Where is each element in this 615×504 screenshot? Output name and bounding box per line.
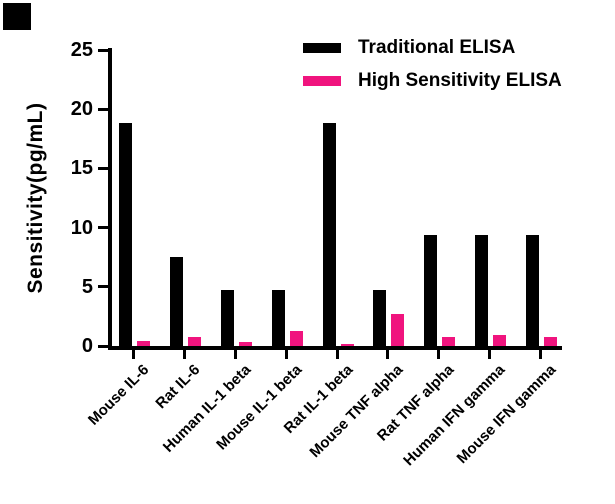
y-tick-label: 10 (70, 216, 93, 239)
x-tick-mark (487, 350, 491, 359)
legend-swatch-traditional-elisa (303, 43, 341, 53)
bar-traditional (323, 123, 336, 349)
x-tick-mark (284, 350, 288, 359)
y-tick-mark (98, 344, 109, 348)
bar-high-sensitivity (493, 335, 506, 349)
bar-traditional (373, 290, 386, 349)
y-tick-mark (98, 107, 109, 111)
bar-traditional (272, 290, 285, 349)
y-axis-line (108, 48, 112, 348)
y-tick-mark (98, 166, 109, 170)
x-tick-mark (385, 350, 389, 359)
x-tick-mark (131, 350, 135, 359)
legend-label-high-sensitivity-elisa: High Sensitivity ELISA (358, 70, 562, 91)
x-tick-mark (182, 350, 186, 359)
x-axis-line (108, 346, 562, 350)
bar-high-sensitivity (137, 341, 150, 349)
y-tick-mark (98, 285, 109, 289)
legend-label-traditional-elisa: Traditional ELISA (358, 37, 516, 58)
bar-traditional (170, 257, 183, 349)
y-tick-label: 0 (81, 335, 93, 357)
bar-traditional (526, 234, 539, 349)
bar-traditional (475, 234, 488, 349)
y-tick-mark (98, 48, 109, 52)
bar-traditional (221, 290, 234, 349)
corner-black-mark (3, 3, 31, 30)
legend-swatch-high-sensitivity-elisa (303, 76, 341, 86)
bar-high-sensitivity (442, 336, 455, 349)
bar-high-sensitivity (188, 337, 201, 349)
bar-high-sensitivity (239, 342, 252, 349)
bar-traditional (424, 234, 437, 349)
y-tick-label: 15 (70, 157, 93, 180)
x-tick-mark (233, 350, 237, 359)
bar-traditional (119, 123, 132, 349)
bar-high-sensitivity (290, 330, 303, 349)
y-tick-mark (98, 226, 109, 230)
y-tick-label: 25 (70, 39, 93, 61)
y-tick-label: 20 (70, 98, 93, 121)
x-tick-mark (335, 350, 339, 359)
x-tick-mark (538, 350, 542, 359)
bar-high-sensitivity (391, 314, 404, 349)
x-tick-mark (436, 350, 440, 359)
y-axis-title: Sensitivity(pg/mL) (24, 102, 47, 294)
bar-high-sensitivity (544, 336, 557, 349)
y-tick-label: 5 (81, 275, 93, 298)
